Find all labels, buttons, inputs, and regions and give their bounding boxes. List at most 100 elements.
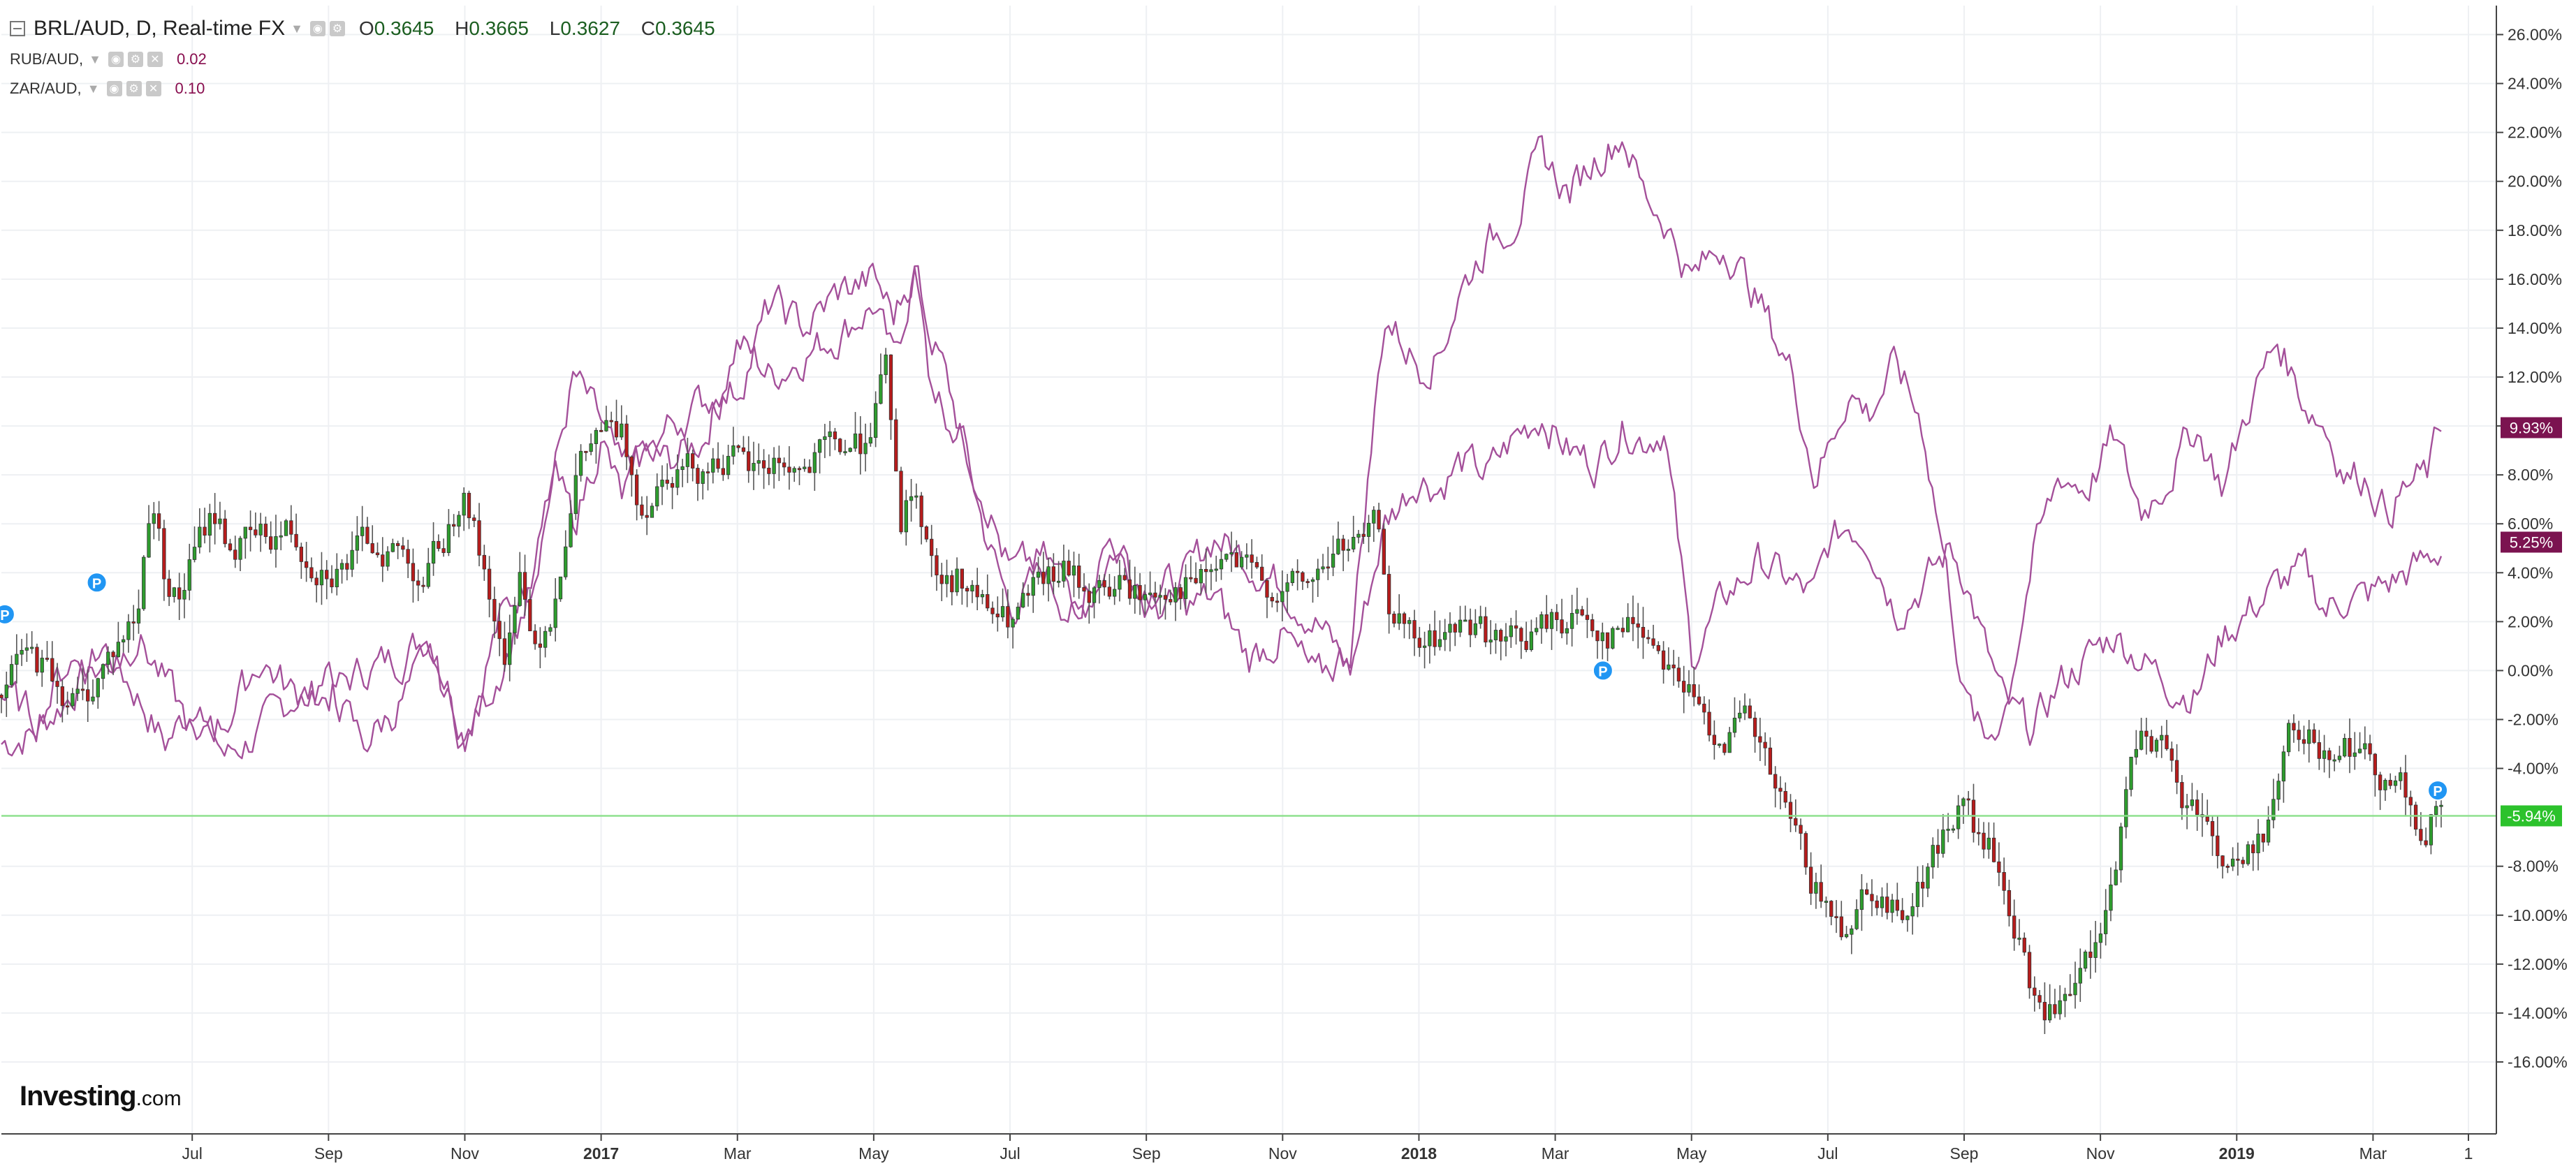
candle-up bbox=[426, 563, 430, 587]
axes: 26.00%24.00%22.00%20.00%18.00%16.00%14.0… bbox=[1, 6, 2568, 1163]
candle-down bbox=[2251, 844, 2255, 853]
compare-name[interactable]: RUB/AUD, bbox=[10, 50, 84, 68]
candle-down bbox=[736, 445, 740, 448]
brl-aud-price-tag: -5.94% bbox=[2507, 808, 2556, 825]
x-tick-label: 1 bbox=[2464, 1144, 2473, 1163]
x-tick-label: Mar bbox=[1542, 1144, 1569, 1163]
candle-down bbox=[111, 651, 115, 658]
candle-down bbox=[777, 457, 782, 464]
legend-main-row[interactable]: BRL/AUD, D, Real-time FX ▼ ◉ ⚙ O0.3645 H… bbox=[10, 13, 731, 45]
candle-down bbox=[1555, 612, 1559, 620]
candle-down bbox=[721, 468, 725, 475]
candle-down bbox=[212, 512, 217, 524]
candle-down bbox=[2216, 835, 2220, 857]
close-icon[interactable]: ✕ bbox=[147, 52, 163, 67]
close-icon[interactable]: ✕ bbox=[145, 81, 161, 96]
symbol-title[interactable]: BRL/AUD, D, Real-time FX bbox=[34, 17, 286, 40]
candle-up bbox=[1859, 889, 1864, 910]
candle-down bbox=[640, 504, 644, 516]
marker-label: P bbox=[0, 608, 9, 623]
legend-compare-row[interactable]: ZAR/AUD, ▼ ◉ ⚙ ✕ 0.10 bbox=[10, 74, 731, 103]
candle-down bbox=[1305, 581, 1310, 584]
y-tick-label: 20.00% bbox=[2508, 172, 2562, 191]
candle-down bbox=[1620, 628, 1625, 633]
candle-down bbox=[1651, 638, 1655, 646]
candle-down bbox=[1752, 717, 1757, 737]
candle-down bbox=[1163, 595, 1168, 600]
event-marker[interactable]: P bbox=[0, 603, 15, 625]
candle-up bbox=[1133, 585, 1137, 599]
marker-label: P bbox=[1598, 664, 1607, 679]
compare-value: 0.02 bbox=[176, 50, 207, 68]
candle-up bbox=[1016, 607, 1020, 620]
event-marker[interactable]: P bbox=[86, 572, 108, 593]
candle-up bbox=[350, 549, 354, 570]
candle-down bbox=[1544, 614, 1549, 629]
candle-up bbox=[1905, 915, 1910, 920]
candle-down bbox=[986, 594, 990, 609]
candle-down bbox=[1077, 566, 1081, 588]
candle-up bbox=[578, 450, 583, 476]
chevron-down-icon[interactable]: ▼ bbox=[87, 81, 100, 96]
legend-compare-row[interactable]: RUB/AUD, ▼ ◉ ⚙ ✕ 0.02 bbox=[10, 45, 731, 74]
settings-icon[interactable]: ⚙ bbox=[127, 52, 143, 67]
candle-down bbox=[2042, 1002, 2047, 1021]
candle-up bbox=[904, 500, 908, 533]
candle-up bbox=[75, 688, 80, 694]
visibility-icon[interactable]: ◉ bbox=[108, 52, 124, 67]
candle-up bbox=[2266, 819, 2271, 843]
candle-up bbox=[1667, 664, 1671, 670]
candle-down bbox=[1122, 575, 1127, 580]
candle-up bbox=[2307, 729, 2311, 744]
candle-up bbox=[2109, 884, 2113, 911]
candle-up bbox=[1118, 575, 1122, 590]
marker-label: P bbox=[92, 576, 101, 591]
candle-up bbox=[1529, 631, 1534, 650]
candle-up bbox=[1352, 537, 1356, 549]
visibility-icon[interactable]: ◉ bbox=[309, 21, 325, 36]
visibility-icon[interactable]: ◉ bbox=[106, 81, 122, 96]
candle-down bbox=[375, 552, 380, 556]
candle-down bbox=[1671, 664, 1676, 669]
candle-up bbox=[462, 492, 466, 516]
candle-down bbox=[1595, 630, 1600, 642]
candle-down bbox=[2327, 750, 2332, 760]
collapse-icon[interactable] bbox=[10, 21, 25, 36]
candle-down bbox=[309, 567, 314, 579]
candle-down bbox=[2144, 730, 2149, 737]
candle-down bbox=[35, 647, 39, 673]
candle-up bbox=[91, 696, 95, 702]
candle-up bbox=[1316, 568, 1320, 580]
candle-down bbox=[86, 689, 90, 702]
candle-down bbox=[381, 554, 385, 567]
logo-brand: Investing bbox=[20, 1081, 137, 1112]
candle-up bbox=[1931, 845, 1935, 868]
candle-down bbox=[1676, 667, 1681, 681]
candle-up bbox=[731, 445, 736, 457]
candle-up bbox=[1448, 623, 1452, 633]
compare-value: 0.10 bbox=[175, 80, 205, 97]
event-marker[interactable]: P bbox=[2427, 780, 2449, 802]
settings-icon[interactable]: ⚙ bbox=[126, 81, 142, 96]
candle-up bbox=[873, 403, 878, 438]
high-value: 0.3665 bbox=[469, 17, 529, 39]
candle-up bbox=[1036, 571, 1041, 578]
candle-down bbox=[1153, 592, 1157, 598]
candle-up bbox=[1850, 928, 1854, 935]
candle-up bbox=[1062, 561, 1066, 582]
candle-down bbox=[1834, 916, 1838, 918]
event-marker[interactable]: P bbox=[1592, 660, 1613, 681]
candle-up bbox=[182, 589, 186, 600]
candle-down bbox=[1270, 597, 1274, 602]
candle-down bbox=[1605, 632, 1610, 649]
chevron-down-icon[interactable]: ▼ bbox=[291, 21, 303, 36]
candle-up bbox=[2078, 968, 2082, 984]
event-markers[interactable]: P P P P bbox=[0, 572, 2449, 802]
candle-up bbox=[1407, 620, 1412, 624]
settings-icon[interactable]: ⚙ bbox=[329, 21, 345, 36]
compare-name[interactable]: ZAR/AUD, bbox=[10, 80, 82, 97]
candle-up bbox=[879, 374, 883, 404]
x-tick-label: 2017 bbox=[583, 1144, 619, 1163]
chevron-down-icon[interactable]: ▼ bbox=[89, 52, 101, 66]
